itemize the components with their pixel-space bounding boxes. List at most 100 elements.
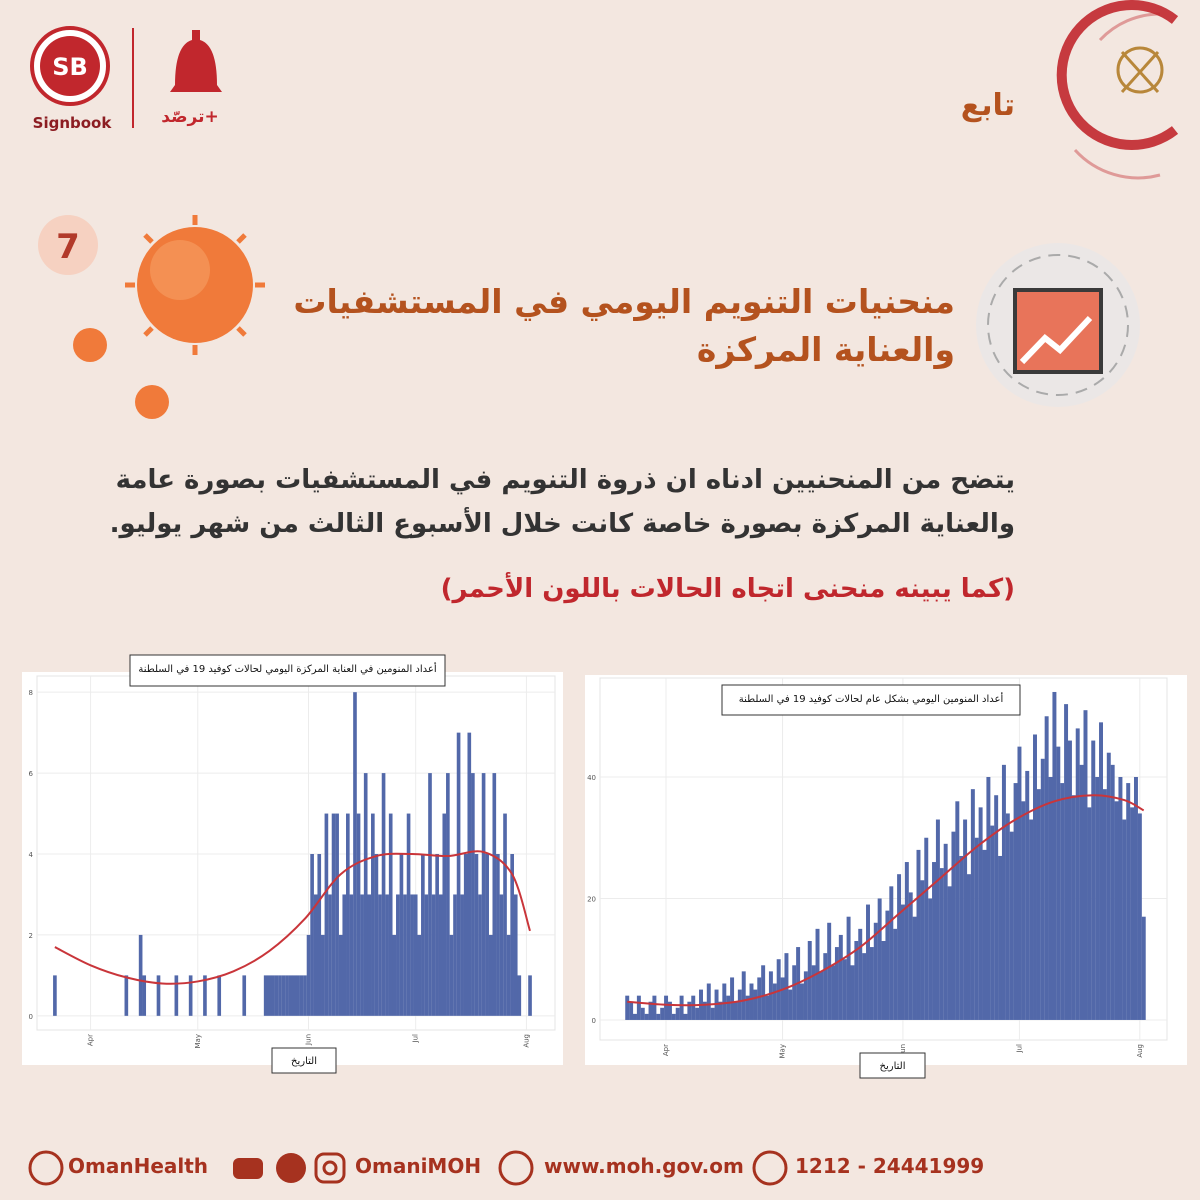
bar [463, 854, 468, 1016]
bar [288, 975, 293, 1016]
x-tick-label: Jul [1015, 1044, 1023, 1054]
bar [424, 894, 429, 1016]
bar [428, 773, 432, 1016]
bar [633, 1013, 637, 1020]
bar [1033, 734, 1037, 1020]
bar [893, 928, 898, 1020]
y-tick-label: 4 [29, 851, 34, 859]
bar [396, 894, 400, 1016]
bar [1048, 777, 1053, 1020]
bar [1141, 916, 1146, 1020]
bar [453, 894, 457, 1016]
bar [897, 874, 902, 1020]
bar [772, 983, 777, 1020]
bar [838, 934, 843, 1020]
bar [456, 732, 461, 1016]
x-tick-label: Aug [522, 1034, 530, 1048]
bar [691, 995, 696, 1020]
bar [726, 995, 731, 1020]
bar [1013, 783, 1018, 1020]
bar [488, 934, 493, 1016]
bar [367, 894, 372, 1016]
bar [834, 947, 839, 1020]
heading-line: والعناية المركزة [696, 330, 955, 369]
bar [528, 975, 532, 1016]
bar [503, 813, 507, 1016]
footer-facebook[interactable]: OmanHealth [68, 1154, 209, 1178]
bar [730, 977, 735, 1020]
paragraph: يتضح من المنحنيين ادناه ان ذروة التنويم … [110, 458, 1015, 546]
bar [959, 855, 964, 1020]
bar [683, 1013, 688, 1020]
bar [1017, 746, 1022, 1020]
bar [449, 934, 454, 1016]
bar [753, 989, 758, 1020]
bar [324, 813, 329, 1016]
trend-line [627, 794, 1145, 1007]
bar [467, 732, 472, 1016]
y-tick-label: 0 [29, 1013, 33, 1021]
bar [768, 971, 773, 1020]
bar [274, 975, 279, 1016]
bar [360, 894, 364, 1016]
bar [784, 953, 789, 1020]
bar [1118, 777, 1123, 1020]
x-tick-label: Apr [662, 1044, 670, 1056]
bar [310, 854, 314, 1016]
title-box [129, 654, 446, 687]
chart-title: أعداد المنومين اليومي بشكل عام لحالات كو… [739, 692, 1004, 705]
bar [1087, 807, 1092, 1020]
bar [827, 922, 832, 1020]
bar [842, 959, 847, 1020]
bar [1106, 752, 1111, 1020]
bell-icon [170, 30, 222, 92]
bar [338, 934, 343, 1016]
y-tick-label: 40 [587, 774, 596, 782]
chart: 0 2 4 6 8 Apr May Jun Jul Aug أعداد المنومين في ال… [22, 654, 563, 1074]
bar [978, 807, 983, 1020]
bar [679, 995, 684, 1020]
footer-social[interactable]: OmaniMOH [355, 1154, 482, 1178]
bar [757, 977, 762, 1020]
bar [1044, 716, 1049, 1020]
bar [706, 983, 711, 1020]
bar [403, 894, 407, 1016]
bar [174, 975, 179, 1016]
brand-logo-inner [40, 36, 100, 96]
bar [625, 995, 630, 1020]
emblem [1056, 0, 1179, 180]
x-tick-label: May [779, 1044, 787, 1058]
bar [792, 965, 797, 1020]
bar [990, 825, 995, 1020]
bar [963, 819, 968, 1020]
bar [1029, 819, 1034, 1020]
bar [392, 934, 397, 1016]
bar [1083, 710, 1088, 1020]
bar [656, 1013, 661, 1020]
bar [406, 813, 411, 1016]
bar [442, 813, 447, 1016]
bar [381, 773, 386, 1016]
footer-web[interactable]: www.moh.gov.om [544, 1154, 744, 1178]
bar [510, 854, 514, 1016]
bar [667, 1001, 672, 1020]
bar [916, 849, 921, 1020]
bar [733, 1001, 738, 1020]
bar [371, 813, 375, 1016]
bar [1060, 783, 1065, 1020]
bar [410, 894, 414, 1016]
bar [438, 894, 443, 1016]
bar [285, 975, 289, 1016]
title-box [721, 684, 1021, 716]
footer-phone[interactable]: 1212 - 24441999 [795, 1154, 985, 1178]
y-tick-label: 20 [587, 895, 596, 903]
bar [421, 854, 425, 1016]
bar [652, 995, 657, 1020]
y-tick-label: 2 [29, 932, 33, 940]
bar [296, 975, 300, 1016]
bar [1052, 691, 1057, 1020]
bar [885, 910, 890, 1020]
bar [1122, 819, 1127, 1020]
bar [873, 922, 878, 1020]
bar [737, 989, 742, 1020]
